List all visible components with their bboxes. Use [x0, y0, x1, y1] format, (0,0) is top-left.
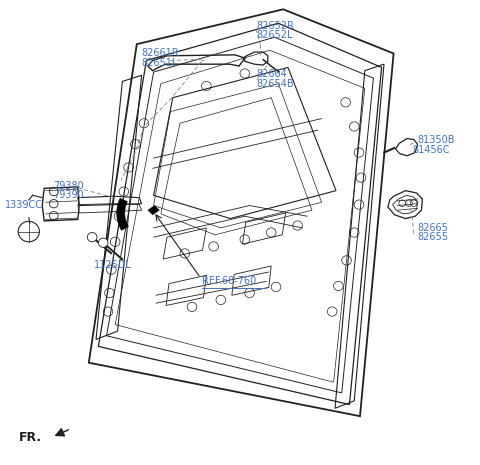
Text: 82655: 82655	[418, 232, 449, 242]
Text: 82654B: 82654B	[257, 79, 294, 89]
Text: 1339CC: 1339CC	[5, 199, 43, 210]
Text: 1125DL: 1125DL	[94, 260, 132, 270]
Polygon shape	[117, 198, 129, 230]
Text: 82652R: 82652R	[257, 20, 295, 31]
Text: 82665: 82665	[418, 223, 448, 233]
Circle shape	[98, 238, 108, 247]
Text: 79390: 79390	[53, 190, 84, 200]
Circle shape	[87, 232, 97, 242]
Text: 81350B: 81350B	[418, 134, 455, 145]
Text: FR.: FR.	[19, 431, 42, 444]
Text: 82664: 82664	[257, 69, 288, 80]
Text: 82651L: 82651L	[142, 58, 178, 68]
Text: REF.60-760: REF.60-760	[202, 276, 256, 286]
Text: 81456C: 81456C	[413, 145, 450, 155]
Text: 79380: 79380	[53, 181, 84, 191]
Polygon shape	[148, 206, 159, 215]
Text: 82652L: 82652L	[257, 30, 293, 40]
Text: 82661R: 82661R	[142, 48, 179, 59]
